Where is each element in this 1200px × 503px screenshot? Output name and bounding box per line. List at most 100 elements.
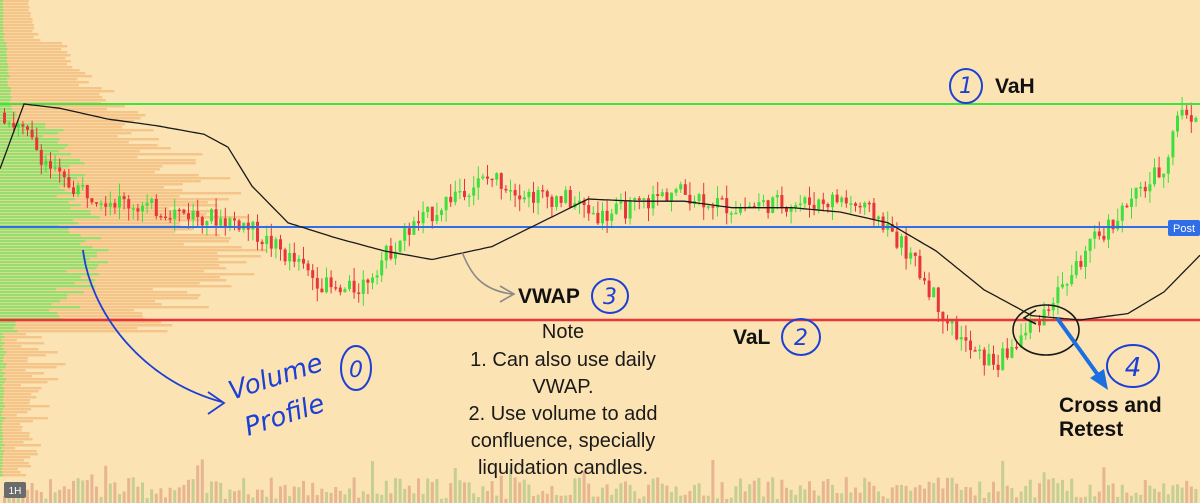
profile-bar-sell <box>0 216 249 219</box>
profile-bar-sell <box>0 453 38 456</box>
profile-bar-buy <box>0 153 71 156</box>
volume-bar <box>936 477 940 503</box>
profile-bar-buy <box>0 474 4 477</box>
profile-bar-sell <box>0 33 39 36</box>
volume-bar <box>58 489 62 503</box>
profile-bar-sell <box>0 408 32 411</box>
profile-bar-buy <box>0 252 97 255</box>
candle-down <box>913 252 917 256</box>
candle-down <box>969 340 972 351</box>
profile-bar-sell <box>0 240 229 243</box>
candle-down <box>338 287 342 293</box>
profile-bar-sell <box>0 204 218 207</box>
volume-bar <box>426 478 430 503</box>
profile-bar-buy <box>0 333 3 336</box>
candle-up <box>757 202 761 207</box>
profile-bar-buy <box>0 243 81 246</box>
profile-bar-sell <box>0 12 32 15</box>
volume-bar <box>614 488 618 503</box>
candle-down <box>490 178 494 181</box>
candle-up <box>458 190 462 193</box>
volume-bar <box>1097 491 1101 503</box>
volume-bar <box>1015 497 1018 503</box>
profile-bar-sell <box>0 153 203 156</box>
candle-down <box>541 190 545 192</box>
profile-bar-buy <box>0 438 3 441</box>
volume-bar <box>504 498 508 503</box>
volume-bar <box>205 492 209 503</box>
profile-bar-buy <box>0 0 3 3</box>
profile-bar-sell <box>0 321 162 324</box>
profile-bar-sell <box>0 231 176 234</box>
candle-up <box>697 194 701 202</box>
candle-up <box>1176 115 1179 132</box>
profile-bar-sell <box>0 24 34 27</box>
candle-down <box>352 280 356 293</box>
candle-up <box>380 260 384 276</box>
candle-up <box>1065 284 1069 286</box>
candle-down <box>357 292 361 295</box>
profile-bar-buy <box>0 444 5 447</box>
candle-up <box>1194 117 1198 122</box>
candle-down <box>1097 231 1101 236</box>
volume-bar <box>371 461 374 503</box>
profile-bar-sell <box>0 387 42 390</box>
profile-bar-buy <box>0 78 8 81</box>
profile-bar-sell <box>0 114 146 117</box>
volume-bar <box>168 487 172 503</box>
candle-up <box>375 275 379 278</box>
profile-bar-buy <box>0 54 7 57</box>
candle-down <box>1079 260 1083 267</box>
volume-bar <box>458 480 462 503</box>
cross-label-line1: Cross and <box>1059 394 1162 417</box>
candle-down <box>996 364 1000 370</box>
volume-bar <box>122 491 126 503</box>
profile-bar-sell <box>0 405 50 408</box>
profile-bar-sell <box>0 297 199 300</box>
profile-bar-sell <box>0 435 30 438</box>
candle-up <box>1166 157 1170 174</box>
profile-bar-sell <box>0 306 209 309</box>
volume-bar <box>440 498 443 503</box>
profile-bar-sell <box>0 144 158 147</box>
profile-bar-sell <box>0 474 27 477</box>
candle-down <box>164 216 167 219</box>
candle-down <box>881 216 885 230</box>
candle-up <box>1134 187 1138 199</box>
volume-bar <box>854 487 857 503</box>
candle-down <box>1038 319 1041 326</box>
profile-bar-sell <box>0 180 201 183</box>
candle-down <box>867 202 871 205</box>
candle-down <box>315 277 319 289</box>
volume-bar <box>486 490 489 503</box>
volume-bar <box>582 470 586 503</box>
volume-bar <box>338 490 342 503</box>
profile-bar-buy <box>0 258 90 261</box>
price-tag-text: Post <box>1173 223 1195 235</box>
profile-bar-buy <box>0 405 5 408</box>
candle-down <box>182 209 186 214</box>
profile-bar-buy <box>0 207 71 210</box>
candle-down <box>463 190 466 198</box>
profile-bar-sell <box>0 171 155 174</box>
candle-down <box>858 205 862 208</box>
candle-up <box>734 212 738 215</box>
profile-bar-buy <box>0 237 101 240</box>
profile-bar-buy <box>0 30 3 33</box>
profile-bar-buy <box>0 135 43 138</box>
profile-bar-sell <box>0 363 66 366</box>
candle-down <box>237 220 241 230</box>
volume-bar <box>1088 484 1092 503</box>
profile-bar-sell <box>0 279 227 282</box>
profile-bar-buy <box>0 27 4 30</box>
volume-bar <box>1024 485 1028 503</box>
profile-bar-buy <box>0 144 69 147</box>
volume-bar <box>357 497 361 503</box>
profile-bar-sell <box>0 246 242 249</box>
candle-up <box>679 184 683 190</box>
volume-bar <box>44 498 48 503</box>
candle-down <box>113 203 117 208</box>
volume-bar <box>490 481 494 503</box>
profile-bar-sell <box>0 234 221 237</box>
volume-bar <box>651 478 655 503</box>
